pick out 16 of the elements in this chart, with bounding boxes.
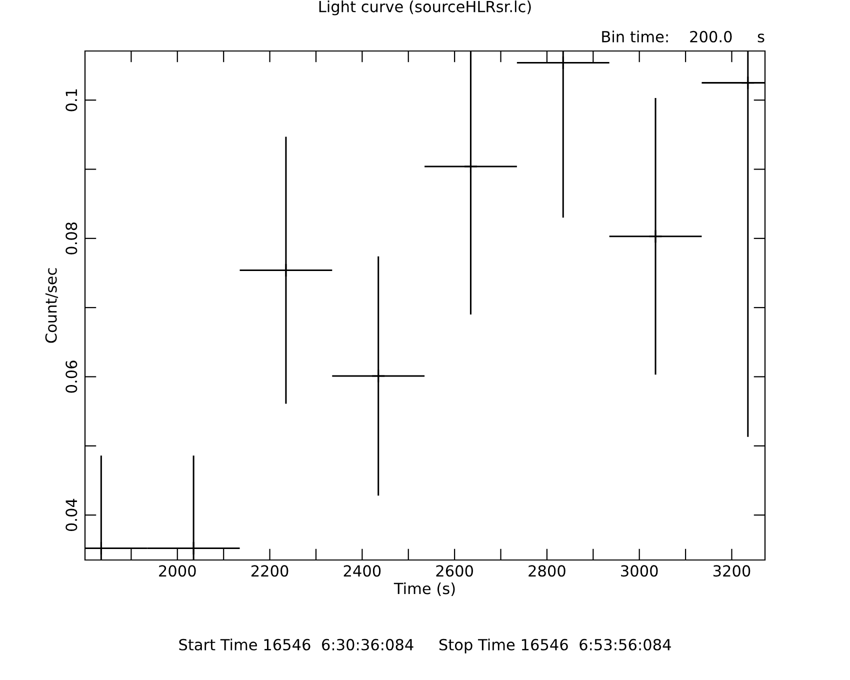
x-tick-label: 2600 [436,565,473,577]
x-tick-label: 2800 [528,565,566,577]
x-tick-label: 3000 [621,565,658,577]
x-tick-label: 2400 [344,565,381,577]
x-tick-label: 2000 [159,565,196,577]
y-tick-label: 0.1 [66,89,78,112]
x-tick-label: 3200 [713,565,750,577]
text: Bin time: 200.0 s [602,30,764,42]
y-tick-label: 0.06 [66,360,78,393]
y-tick-label: 0.08 [66,222,78,254]
x-tick-label: 2200 [251,565,288,577]
y-axis-title: Count/sec [45,268,58,343]
x-axis-title: Time (s) [394,582,455,596]
chart-title: Light curve (sourceHLRsr.lc) [319,0,531,16]
y-tick-label: 0.04 [66,498,78,532]
text: Start Time 16546 6:30:36:084 Stop Time 16546 6:53:56:084 [179,638,671,654]
